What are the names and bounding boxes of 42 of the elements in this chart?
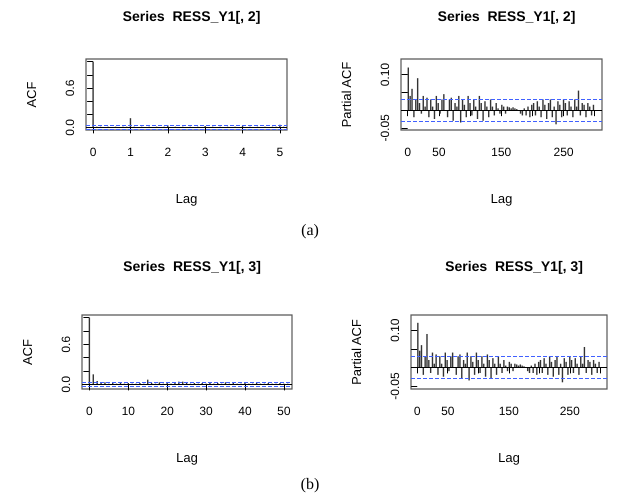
x-axis-title: Lag [498,450,520,465]
x-tick-label: 1 [127,145,134,159]
x-tick-label: 20 [160,404,174,418]
x-tick-label: 0 [86,404,94,418]
x-tick-label: 5 [276,145,284,159]
chart-title: Series RESS_Y1[, 3] [445,258,583,274]
x-tick-label: 150 [491,145,512,159]
x-tick-label: 250 [560,404,580,418]
x-tick-label: 50 [441,404,455,418]
x-tick-label: 0 [414,404,421,418]
x-axis-title: Lag [176,191,198,206]
x-tick-label: 50 [277,404,291,418]
chart-title: Series RESS_Y1[, 3] [123,258,261,274]
text: (b) [300,476,320,494]
x-tick-label: 4 [239,145,246,159]
x-tick-label: 0 [90,145,97,159]
x-axis-title: Lag [176,450,198,465]
y-axis-title: Partial ACF [349,319,364,385]
y-tick-label: 0.6 [59,336,73,353]
y-axis-title: ACF [20,338,35,365]
y-axis-title: Partial ACF [339,62,354,128]
x-tick-label: 0 [404,145,412,159]
y-tick-label: -0.05 [378,114,392,142]
x-tick-label: 250 [554,145,574,159]
y-tick-label: 0.0 [59,376,73,393]
x-tick-label: 30 [199,404,214,418]
chart-title: Series RESS_Y1[, 2] [438,8,576,24]
x-tick-label: 3 [202,145,209,159]
text: (a) [301,222,319,240]
x-tick-label: 150 [498,404,520,418]
y-tick-label: -0.05 [388,372,402,400]
y-tick-label: 0.10 [378,62,392,86]
y-tick-label: 0.10 [388,318,402,342]
chart-title: Series RESS_Y1[, 2] [122,8,260,24]
x-tick-label: 10 [122,404,136,418]
y-tick-label: 0.0 [63,118,77,136]
y-tick-label: 0.6 [63,79,77,96]
x-tick-label: 2 [164,145,172,159]
y-axis-title: ACF [24,81,39,108]
x-tick-label: 50 [432,145,446,159]
x-axis-title: Lag [490,191,512,206]
x-tick-label: 40 [238,404,252,418]
